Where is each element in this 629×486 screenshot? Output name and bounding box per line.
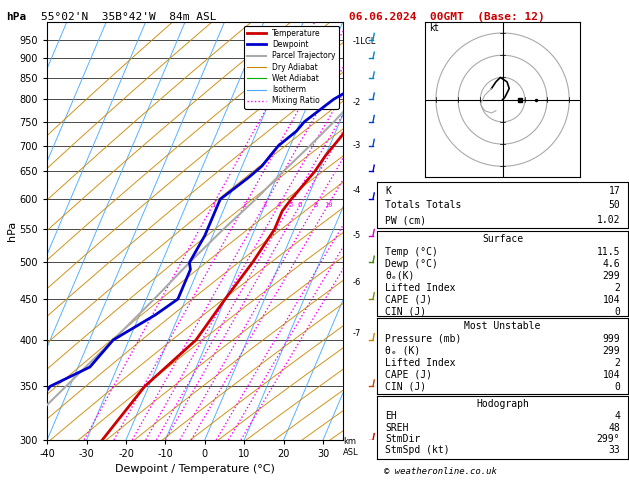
Text: Most Unstable: Most Unstable xyxy=(464,321,541,331)
Text: PW (cm): PW (cm) xyxy=(385,215,426,225)
Legend: Temperature, Dewpoint, Parcel Trajectory, Dry Adiabat, Wet Adiabat, Isotherm, Mi: Temperature, Dewpoint, Parcel Trajectory… xyxy=(244,26,339,108)
Text: 48: 48 xyxy=(608,423,620,433)
Text: CIN (J): CIN (J) xyxy=(385,307,426,317)
Text: -2: -2 xyxy=(352,98,360,107)
Text: SREH: SREH xyxy=(385,423,408,433)
Text: Lifted Index: Lifted Index xyxy=(385,358,455,368)
Text: θₑ (K): θₑ (K) xyxy=(385,346,420,356)
Text: 06.06.2024  00GMT  (Base: 12): 06.06.2024 00GMT (Base: 12) xyxy=(349,12,545,22)
Text: 5: 5 xyxy=(288,202,292,208)
Text: 3: 3 xyxy=(262,202,267,208)
Text: 1.02: 1.02 xyxy=(597,215,620,225)
Text: 8: 8 xyxy=(313,202,318,208)
Text: Dewp (°C): Dewp (°C) xyxy=(385,259,438,269)
Y-axis label: hPa: hPa xyxy=(7,221,17,241)
Text: EH: EH xyxy=(385,411,397,421)
Text: StmDir: StmDir xyxy=(385,434,420,444)
Text: km
ASL: km ASL xyxy=(343,437,359,456)
Text: -6: -6 xyxy=(352,278,360,287)
Text: K: K xyxy=(385,186,391,195)
Text: 2: 2 xyxy=(243,202,247,208)
Text: 4: 4 xyxy=(615,411,620,421)
Text: Temp (°C): Temp (°C) xyxy=(385,247,438,257)
Text: CAPE (J): CAPE (J) xyxy=(385,370,432,380)
Text: 299: 299 xyxy=(603,346,620,356)
Text: 104: 104 xyxy=(603,370,620,380)
Text: 4.6: 4.6 xyxy=(603,259,620,269)
Text: Pressure (mb): Pressure (mb) xyxy=(385,334,461,344)
Text: 299: 299 xyxy=(603,271,620,281)
Text: 1: 1 xyxy=(211,202,215,208)
Text: -4: -4 xyxy=(352,186,360,194)
Text: 11.5: 11.5 xyxy=(597,247,620,257)
Text: -7: -7 xyxy=(352,329,360,338)
Text: -1LCL: -1LCL xyxy=(352,37,376,46)
Text: kt: kt xyxy=(429,23,439,33)
Text: 10: 10 xyxy=(324,202,332,208)
Text: 0: 0 xyxy=(615,382,620,392)
Text: 4: 4 xyxy=(277,202,281,208)
Text: Hodograph: Hodograph xyxy=(476,399,529,409)
X-axis label: Dewpoint / Temperature (°C): Dewpoint / Temperature (°C) xyxy=(115,465,275,474)
Text: 50: 50 xyxy=(608,200,620,210)
Text: Lifted Index: Lifted Index xyxy=(385,283,455,293)
Text: 55°02'N  35B°42'W  84m ASL: 55°02'N 35B°42'W 84m ASL xyxy=(41,12,216,22)
Text: 2: 2 xyxy=(615,358,620,368)
Text: Totals Totals: Totals Totals xyxy=(385,200,461,210)
Text: θₑ(K): θₑ(K) xyxy=(385,271,415,281)
Text: -3: -3 xyxy=(352,141,360,150)
Text: 17: 17 xyxy=(608,186,620,195)
Text: 299°: 299° xyxy=(597,434,620,444)
Text: hPa: hPa xyxy=(6,12,26,22)
Text: 0: 0 xyxy=(615,307,620,317)
Text: 33: 33 xyxy=(608,446,620,455)
Text: 999: 999 xyxy=(603,334,620,344)
Text: CAPE (J): CAPE (J) xyxy=(385,295,432,305)
Text: -5: -5 xyxy=(352,231,360,240)
Text: CIN (J): CIN (J) xyxy=(385,382,426,392)
Text: StmSpd (kt): StmSpd (kt) xyxy=(385,446,450,455)
Text: Surface: Surface xyxy=(482,234,523,244)
Text: 6: 6 xyxy=(298,202,303,208)
Text: 104: 104 xyxy=(603,295,620,305)
Text: © weatheronline.co.uk: © weatheronline.co.uk xyxy=(384,467,496,476)
Text: 2: 2 xyxy=(615,283,620,293)
